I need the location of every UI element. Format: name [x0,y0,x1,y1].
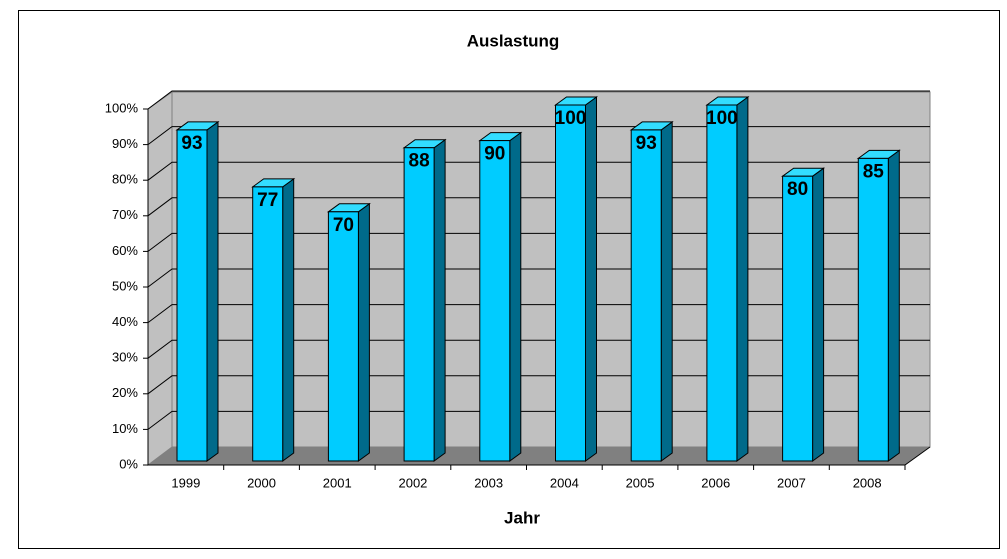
y-tick-label: 80% [112,172,138,187]
bar-side [509,131,522,462]
data-label: 85 [863,161,885,182]
bar-front [479,140,511,462]
bar-front [706,104,738,462]
bar-side [736,96,749,462]
bar [705,96,750,462]
y-tick-label: 90% [112,136,138,151]
bar-side [660,120,673,462]
grid-line [147,304,930,324]
chart-title: Auslastung [467,31,560,50]
y-tick-label: 0% [119,456,138,471]
grid-line [147,375,930,395]
x-tick-label: 2005 [626,475,655,490]
x-tick-label: 2002 [398,475,427,490]
x-tick-label: 1999 [171,475,200,490]
bar-side [282,177,295,462]
grid-line [147,197,930,217]
x-tick-label: 2000 [247,475,276,490]
grid-line [147,339,930,359]
data-label: 70 [333,215,354,236]
x-tick-label: 2007 [777,475,806,490]
bar-side [887,149,900,462]
x-tick-label: 2004 [550,475,579,490]
bar [251,177,296,462]
data-label: 77 [257,190,278,211]
y-tick-label: 100% [105,100,139,115]
bar-side [585,96,597,462]
bar [326,202,371,462]
bar [478,131,523,462]
bar-front [857,157,889,462]
y-tick-label: 40% [112,314,138,329]
grid-line [147,410,930,430]
bar-front [327,211,359,462]
bar-front [782,175,814,462]
data-label: 93 [181,133,202,154]
grid-line [147,161,930,181]
data-label: 88 [409,151,430,172]
grid-line [147,90,930,110]
y-tick-label: 60% [112,243,138,258]
bar [856,149,901,462]
bar-side [206,120,219,462]
bar [175,120,220,462]
data-label: 100 [555,108,587,129]
data-label: 80 [787,179,808,200]
bar-side [433,138,446,462]
bar [629,120,674,462]
x-tick-label: 2006 [701,475,730,490]
x-tick-label: 2001 [323,475,352,490]
y-tick-label: 20% [112,385,138,400]
bar-front [630,129,662,462]
bar [781,167,826,462]
x-axis-title: Jahr [504,508,540,527]
y-tick-label: 50% [112,278,138,293]
grid-line [147,268,930,288]
data-label: 93 [636,133,657,154]
x-tick-label: 2008 [853,475,882,490]
bar-front [252,186,284,462]
bar-side [357,202,370,462]
data-label: 100 [706,108,738,129]
bar-front [555,104,586,462]
bar-front [403,147,435,462]
y-tick-label: 70% [112,207,138,222]
x-tick-label: 2003 [474,475,503,490]
bar-front [176,129,208,462]
grid-line [147,232,930,252]
y-tick-label: 10% [112,421,138,436]
bar-side [812,167,825,462]
bar [402,138,447,462]
grid-line [147,126,930,146]
data-label: 90 [484,144,505,165]
bar [553,96,599,462]
y-tick-label: 30% [112,350,138,365]
